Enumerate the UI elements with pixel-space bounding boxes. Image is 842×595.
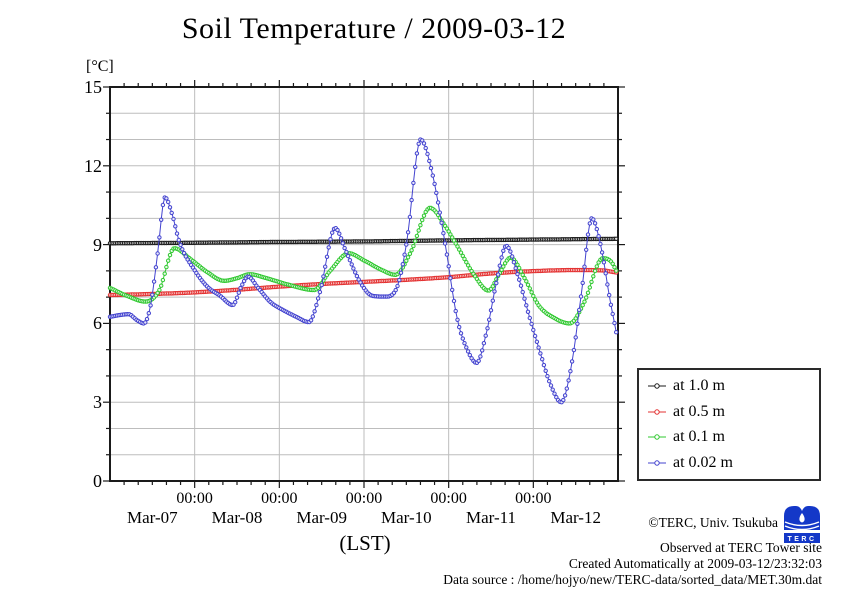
legend-item-label: at 1.0 m — [673, 376, 725, 394]
attribution-created: Created Automatically at 2009-03-12/23:3… — [568, 556, 822, 571]
series-at-0-02-m — [107, 137, 619, 405]
attribution-copyright: ©TERC, Univ. Tsukuba — [648, 515, 778, 530]
y-tick-label: 9 — [93, 234, 102, 255]
y-tick-label: 3 — [93, 392, 102, 413]
legend-item: at 0.5 m — [647, 403, 819, 421]
x-tick-time-label: 00:00 — [430, 490, 467, 507]
x-tick-day-label: Mar-08 — [211, 508, 263, 527]
terc-logo-icon: TERC — [784, 506, 820, 543]
series-at-0-5-m — [107, 267, 619, 298]
y-tick-label: 12 — [84, 155, 102, 176]
legend-item-label: at 0.1 m — [673, 428, 725, 446]
legend-item-label: at 0.02 m — [673, 454, 733, 472]
x-axis-unit-label: (LST) — [339, 531, 391, 555]
legend-marker-icon — [648, 408, 666, 415]
attribution-observed: Observed at TERC Tower site — [659, 540, 822, 555]
x-tick-time-label: 00:00 — [261, 490, 298, 507]
x-tick-time-label: 00:00 — [515, 490, 552, 507]
attribution-datasource: Data source : /home/hojyo/new/TERC-data/… — [443, 572, 822, 587]
series-at-1-0-m — [107, 236, 619, 246]
x-tick-day-label: Mar-09 — [296, 508, 347, 527]
legend-item: at 1.0 m — [647, 377, 819, 395]
legend-item-label: at 0.5 m — [673, 402, 725, 420]
legend: at 1.0 m at 0.5 m at 0.1 m at 0.02 m — [637, 368, 821, 481]
y-tick-label: 6 — [93, 313, 102, 334]
x-tick-day-label: Mar-10 — [381, 508, 432, 527]
x-tick-day-label: Mar-12 — [550, 508, 601, 527]
chart-title: Soil Temperature / 2009-03-12 — [181, 12, 567, 45]
legend-item: at 0.1 m — [647, 428, 819, 446]
legend-marker-icon — [648, 460, 666, 466]
legend-marker-icon — [648, 434, 666, 441]
legend-item: at 0.02 m — [647, 454, 819, 472]
y-axis-unit-label: [°C] — [86, 58, 114, 75]
legend-marker-icon — [648, 383, 666, 389]
y-tick-label: 0 — [93, 471, 102, 491]
svg-text:TERC: TERC — [787, 536, 816, 543]
x-tick-time-label: 00:00 — [176, 490, 213, 507]
x-tick-time-label: 00:00 — [345, 490, 383, 507]
y-tick-label: 15 — [84, 77, 102, 97]
x-tick-day-label: Mar-11 — [465, 508, 516, 527]
series-at-0-1-m — [107, 205, 619, 326]
x-tick-day-label: Mar-07 — [127, 508, 178, 527]
